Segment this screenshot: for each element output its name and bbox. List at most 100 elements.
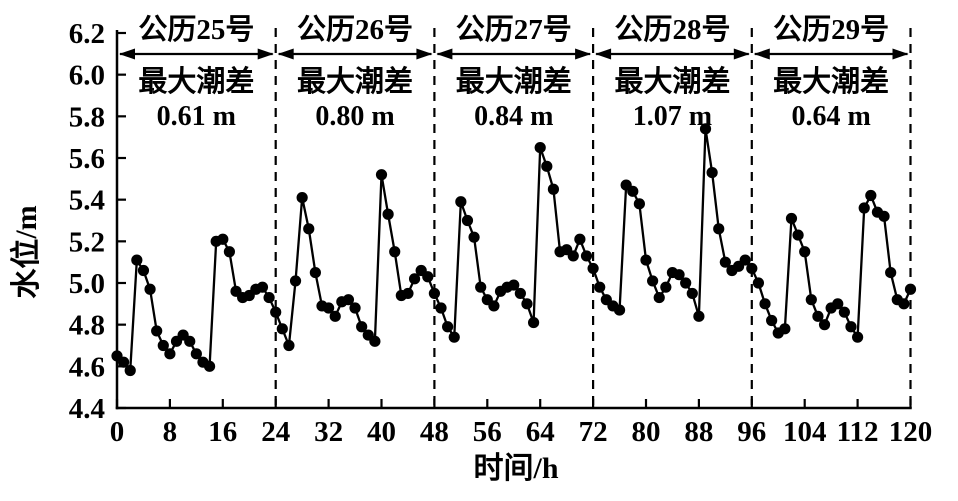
day-label: 公历29号 [773,14,889,46]
y-tick-label: 5.6 [69,143,105,175]
data-point [699,123,712,135]
max-tidal-range-label: 最大潮差 [614,65,730,98]
data-point [256,281,269,293]
data-point [309,266,321,279]
max-tidal-range-value: 0.61 m [157,101,236,132]
data-point [289,275,302,287]
data-point [904,283,917,295]
data-point [296,191,308,204]
y-tick-label: 6.2 [69,18,105,50]
data-point [389,246,401,258]
data-point [627,185,639,197]
data-point [270,306,282,318]
data-point [408,273,421,285]
data-point [779,323,791,335]
x-tick-label: 24 [261,416,290,448]
y-tick-label: 5.2 [69,226,105,258]
data-point [706,166,718,179]
data-point [878,210,890,222]
data-point [375,169,388,181]
day-label: 公历26号 [297,14,413,46]
data-point [594,281,606,293]
data-point [435,302,447,314]
data-point [818,319,831,331]
data-point [574,233,586,245]
max-tidal-range-value: 0.84 m [474,101,553,132]
data-point [527,316,540,329]
data-point [580,250,593,262]
data-point [323,302,335,314]
data-point [329,310,341,322]
max-tidal-range-value: 0.64 m [791,101,870,132]
data-point [739,254,751,266]
data-point [799,246,811,258]
data-point [832,298,844,310]
day-label: 公历28号 [614,14,730,46]
data-point [534,141,546,154]
x-tick-label: 16 [208,416,237,448]
max-tidal-range-value: 0.80 m [315,101,394,132]
y-tick-label: 4.8 [69,310,105,342]
x-tick-label: 56 [473,416,502,448]
x-tick-label: 8 [163,416,178,448]
max-tidal-range-value: 1.07 m [633,101,712,132]
y-tick-label: 5.8 [69,101,105,133]
x-tick-label: 88 [684,416,713,448]
data-point [356,321,368,333]
data-point [164,348,176,360]
data-point [653,291,665,304]
data-point [151,325,163,337]
data-point [184,335,196,347]
data-point [680,277,692,289]
data-point [640,254,652,266]
data-point [514,287,526,300]
data-point [442,321,454,333]
data-point [885,266,897,279]
x-tick-label: 32 [314,416,343,448]
data-point [137,264,150,277]
data-point [144,283,156,295]
data-point [719,256,731,268]
data-point [838,306,850,318]
data-point [647,275,659,287]
data-point [276,323,288,335]
data-point [342,294,355,306]
arrowhead-right-icon [416,48,433,60]
data-point [217,233,229,245]
arrowhead-left-icon [436,48,453,60]
data-point [203,360,216,372]
data-point [303,223,315,235]
data-point [190,348,202,360]
data-point [587,262,599,275]
x-tick-label: 112 [837,416,879,448]
arrowhead-left-icon [277,48,294,60]
data-point [455,196,467,208]
arrowhead-right-icon [892,48,909,60]
data-point [521,298,533,310]
data-point [223,246,236,258]
data-point [898,298,910,310]
data-point [852,331,864,343]
series-line [116,128,912,374]
data-point [713,223,725,235]
y-tick-label: 5.4 [69,185,105,217]
x-tick-label: 120 [889,416,933,448]
data-point [746,262,758,275]
day-label: 公历27号 [456,14,572,46]
data-point [613,304,626,316]
max-tidal-range-label: 最大潮差 [773,65,889,98]
x-tick-label: 72 [579,416,608,448]
day-label: 公历25号 [138,14,254,46]
x-tick-label: 48 [420,416,449,448]
data-point [448,331,460,343]
data-point [428,287,440,300]
arrowhead-right-icon [575,48,592,60]
x-axis-label: 时间/h [473,452,558,485]
data-point [118,356,130,368]
data-point [508,279,520,291]
data-point [547,183,560,195]
data-point [759,298,771,310]
x-tick-label: 96 [737,416,766,448]
data-point [422,271,434,283]
